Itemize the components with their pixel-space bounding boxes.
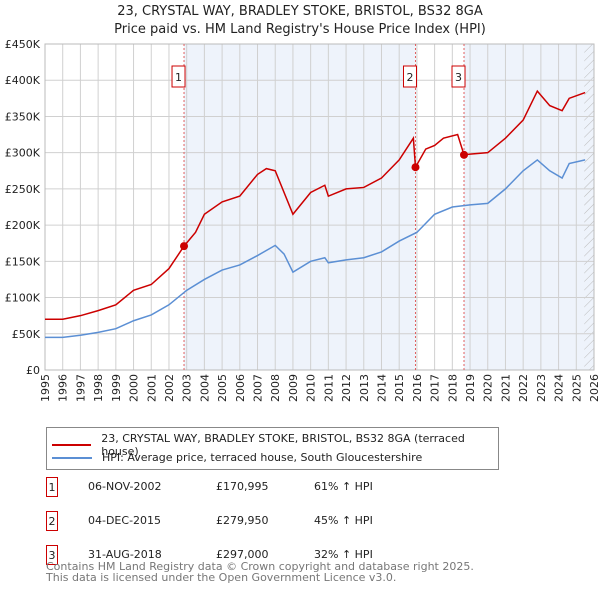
forecast-hatch [584,44,594,370]
legend-label: 23, CRYSTAL WAY, BRADLEY STOKE, BRISTOL,… [101,432,465,458]
x-tick-label: 2016 [411,374,424,402]
x-tick-label: 2011 [322,374,335,402]
x-tick-label: 2023 [535,374,548,402]
x-tick-label: 2021 [499,374,512,402]
x-tick-label: 2005 [216,374,229,402]
y-tick-label: £250K [5,183,41,196]
x-tick-label: 2009 [287,374,300,402]
y-tick-label: £200K [5,219,41,232]
x-tick-label: 2024 [553,374,566,402]
sale-marker-label: 3 [455,71,462,84]
x-tick-label: 1995 [39,374,52,402]
footer-licence: This data is licensed under the Open Gov… [46,571,397,584]
x-tick-label: 2015 [393,374,406,402]
x-tick-label: 2000 [128,374,141,402]
x-tick-label: 2008 [269,374,282,402]
sale-price: £279,950 [216,514,269,527]
series-line [45,158,586,339]
x-tick-label: 2012 [340,374,353,402]
sale-marker-number: 3 [46,545,58,565]
sale-marker-box [451,65,466,88]
x-tick-label: 2014 [375,374,388,402]
x-tick-label: 2010 [305,374,318,402]
x-tick-label: 2002 [163,374,176,402]
x-tick-label: 2006 [234,374,247,402]
footer-copyright: Contains HM Land Registry data © Crown c… [46,560,474,573]
legend-item-hpi: HPI: Average price, terraced house, Sout… [52,451,422,464]
sale-hpi-change: 32% ↑ HPI [314,548,373,561]
sale-marker-label: 1 [175,71,182,84]
x-tick-label: 2003 [181,374,194,402]
chart-subtitle: Price paid vs. HM Land Registry's House … [114,22,486,37]
x-tick-label: 2017 [429,374,442,402]
x-tick-label: 2025 [570,374,583,402]
y-tick-label: £150K [5,255,41,268]
sale-point [180,242,189,251]
sale-date: 06-NOV-2002 [88,480,162,493]
x-tick-label: 2019 [464,374,477,402]
plot-border [44,43,595,371]
y-tick-label: £100K [5,292,41,305]
x-tick-label: 2020 [482,374,495,402]
x-tick-label: 2022 [517,374,530,402]
sale-date: 04-DEC-2015 [88,514,162,527]
y-tick-label: £0 [26,364,40,377]
legend-item-property: 23, CRYSTAL WAY, BRADLEY STOKE, BRISTOL,… [52,432,498,458]
y-tick-label: £300K [5,147,41,160]
x-tick-label: 2026 [588,374,600,402]
x-tick-label: 1998 [92,374,105,402]
sale-hpi-change: 61% ↑ HPI [314,480,373,493]
sale-marker-number: 1 [46,477,58,497]
sale-hpi-change: 45% ↑ HPI [314,514,373,527]
x-tick-label: 2018 [446,374,459,402]
sale-marker-box [402,65,417,88]
y-tick-label: £400K [5,74,41,87]
chart-plot: 1995 1996 1997 1998 1999 2000 2001 2002 2003 2004… [5,38,600,402]
x-tick-label: 2007 [252,374,265,402]
sale-row: 1 06-NOV-2002 £170,995 61% ↑ HPI [46,477,546,497]
sale-point [411,163,420,172]
shaded-period [464,44,594,370]
legend-label: HPI: Average price, terraced house, Sout… [102,451,423,464]
series-line [45,89,586,321]
x-tick-label: 2004 [198,374,211,402]
x-tick-label: 1996 [57,374,70,402]
x-tick-label: 1999 [110,374,123,402]
x-tick-label: 2013 [358,374,371,402]
sale-price: £170,995 [216,480,269,493]
sale-date: 31-AUG-2018 [88,548,162,561]
x-tick-label: 1997 [74,374,87,402]
sale-point [460,150,469,159]
sale-marker-label: 2 [406,71,413,84]
sale-row: 2 04-DEC-2015 £279,950 45% ↑ HPI [46,511,546,531]
legend: 23, CRYSTAL WAY, BRADLEY STOKE, BRISTOL,… [46,427,499,470]
sale-marker-box [171,65,186,88]
sale-price: £297,000 [216,548,269,561]
chart-title: 23, CRYSTAL WAY, BRADLEY STOKE, BRISTOL,… [117,4,483,19]
sale-marker-number: 2 [46,511,58,531]
y-tick-label: £50K [12,328,41,341]
y-tick-label: £350K [5,110,41,123]
y-tick-label: £450K [5,38,41,51]
x-tick-label: 2001 [145,374,158,402]
sale-row: 3 31-AUG-2018 £297,000 32% ↑ HPI [46,545,546,565]
